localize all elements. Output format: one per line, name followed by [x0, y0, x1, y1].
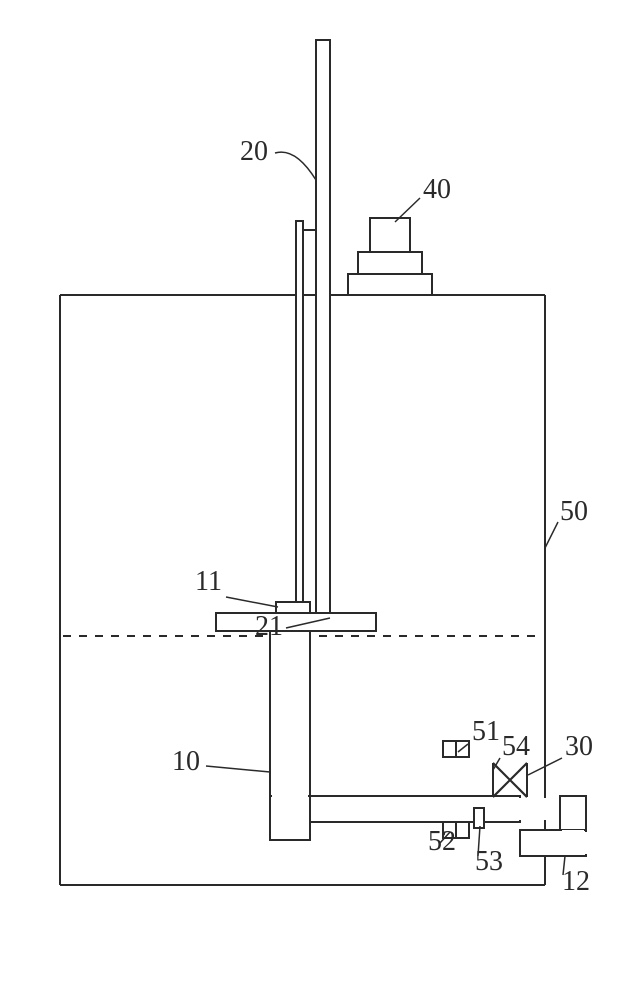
label-L52: 52 [428, 826, 456, 857]
pipe-tee [270, 796, 310, 840]
disc [216, 613, 376, 631]
label-L12: 12 [562, 866, 590, 897]
seam-cover-5 [583, 832, 587, 854]
diagram-root: 20 40 50 11 21 10 5154 30 52 53 12 [0, 0, 640, 1000]
pipe-vertical [270, 631, 310, 796]
wall-opening [543, 798, 547, 820]
label-L11: 11 [195, 566, 222, 597]
label-L50: 50 [560, 496, 588, 527]
pole-inner [296, 221, 303, 611]
label-L10: 10 [172, 746, 200, 777]
label-L20: 20 [240, 136, 268, 167]
label-L53: 53 [475, 846, 503, 877]
motor-base [348, 274, 432, 295]
label-L21: 21 [255, 611, 283, 642]
joint-53 [474, 808, 484, 828]
label-L51: 51 [472, 716, 500, 747]
elbow-horizontal [520, 830, 586, 856]
label-L30: 30 [565, 731, 593, 762]
diagram-svg: 20 40 50 11 21 10 5154 30 52 53 12 [0, 0, 640, 1000]
label-L40: 40 [423, 174, 451, 205]
pole-outer [316, 40, 330, 618]
label-L54: 54 [502, 731, 530, 762]
valve-bg [493, 798, 527, 820]
seam-cover-3 [562, 830, 584, 833]
seam-cover-2 [272, 795, 308, 799]
motor-mid [358, 252, 422, 274]
motor-top [370, 218, 410, 252]
